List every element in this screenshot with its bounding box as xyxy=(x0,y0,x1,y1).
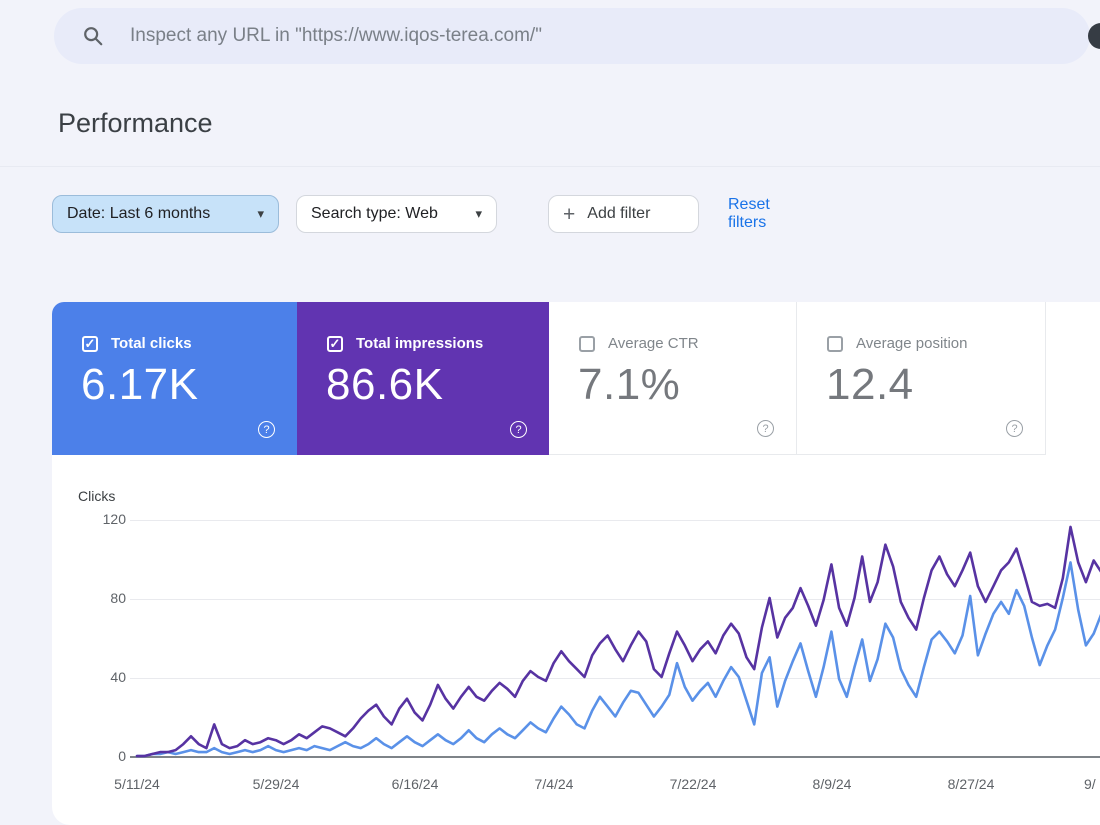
x-tick-3: 7/4/24 xyxy=(534,776,574,792)
average-ctr-value: 7.1% xyxy=(578,360,681,409)
add-filter-button[interactable]: + Add filter xyxy=(548,195,699,233)
url-inspect-bar[interactable]: Inspect any URL in "https://www.iqos-ter… xyxy=(54,8,1090,64)
average-ctr-label: Average CTR xyxy=(608,335,699,352)
line-total-impressions xyxy=(135,525,1100,758)
average-ctr-checkbox[interactable] xyxy=(579,335,595,352)
divider xyxy=(0,166,1100,167)
chart-lines xyxy=(135,525,1100,758)
x-axis-line xyxy=(130,756,1100,758)
average-position-card[interactable]: Average position 12.4 ? xyxy=(797,302,1046,455)
x-tick-5: 8/9/24 xyxy=(812,776,852,792)
x-tick-0: 5/11/24 xyxy=(114,776,160,792)
search-icon xyxy=(82,25,104,47)
avatar[interactable] xyxy=(1088,23,1100,49)
page-title: Performance xyxy=(58,108,213,138)
gridline-120 xyxy=(130,520,1100,521)
gridline-80 xyxy=(130,599,1100,600)
average-position-value: 12.4 xyxy=(826,360,914,409)
help-icon[interactable]: ? xyxy=(510,421,527,438)
chevron-down-icon: ▾ xyxy=(475,206,482,221)
line-total-clicks xyxy=(135,561,1100,758)
gridline-40 xyxy=(130,678,1100,679)
total-impressions-card[interactable]: ✓ Total impressions 86.6K ? xyxy=(297,302,549,455)
x-tick-4: 7/22/24 xyxy=(669,776,717,792)
performance-chart[interactable]: Clicks 120 80 40 0 5/11/24 5/29/24 6/16/… xyxy=(52,455,1100,825)
total-clicks-checkbox[interactable]: ✓ xyxy=(82,335,98,352)
date-filter-label: Date: Last 6 months xyxy=(67,205,211,222)
average-ctr-card[interactable]: Average CTR 7.1% ? xyxy=(549,302,797,455)
total-clicks-value: 6.17K xyxy=(81,360,199,409)
url-inspect-placeholder: Inspect any URL in "https://www.iqos-ter… xyxy=(130,25,542,46)
average-position-checkbox[interactable] xyxy=(827,335,843,352)
y-tick-120: 120 xyxy=(102,511,126,527)
chevron-down-icon: ▾ xyxy=(257,206,264,221)
search-type-label: Search type: Web xyxy=(311,205,438,222)
total-impressions-label: Total impressions xyxy=(356,335,484,352)
reset-filters-link[interactable]: Reset filters xyxy=(728,196,770,231)
total-clicks-label: Total clicks xyxy=(111,335,192,352)
total-clicks-card[interactable]: ✓ Total clicks 6.17K ? xyxy=(52,302,297,455)
plus-icon: + xyxy=(563,202,576,226)
y-axis-title: Clicks xyxy=(78,488,116,504)
performance-panel: ✓ Total clicks 6.17K ? ✓ Total impressio… xyxy=(52,302,1100,825)
x-tick-6: 8/27/24 xyxy=(947,776,995,792)
total-impressions-checkbox[interactable]: ✓ xyxy=(327,335,343,352)
average-position-label: Average position xyxy=(856,335,968,352)
y-tick-0: 0 xyxy=(118,748,126,764)
add-filter-label: Add filter xyxy=(587,205,651,222)
y-tick-80: 80 xyxy=(110,590,126,606)
help-icon[interactable]: ? xyxy=(757,420,774,437)
y-tick-40: 40 xyxy=(110,669,126,685)
help-icon[interactable]: ? xyxy=(1006,420,1023,437)
x-tick-1: 5/29/24 xyxy=(252,776,300,792)
x-tick-2: 6/16/24 xyxy=(391,776,439,792)
total-impressions-value: 86.6K xyxy=(326,360,444,409)
x-tick-7: 9/ xyxy=(1084,776,1096,792)
date-filter-chip[interactable]: Date: Last 6 months ▾ xyxy=(52,195,279,233)
help-icon[interactable]: ? xyxy=(258,421,275,438)
search-type-filter-chip[interactable]: Search type: Web ▾ xyxy=(296,195,497,233)
